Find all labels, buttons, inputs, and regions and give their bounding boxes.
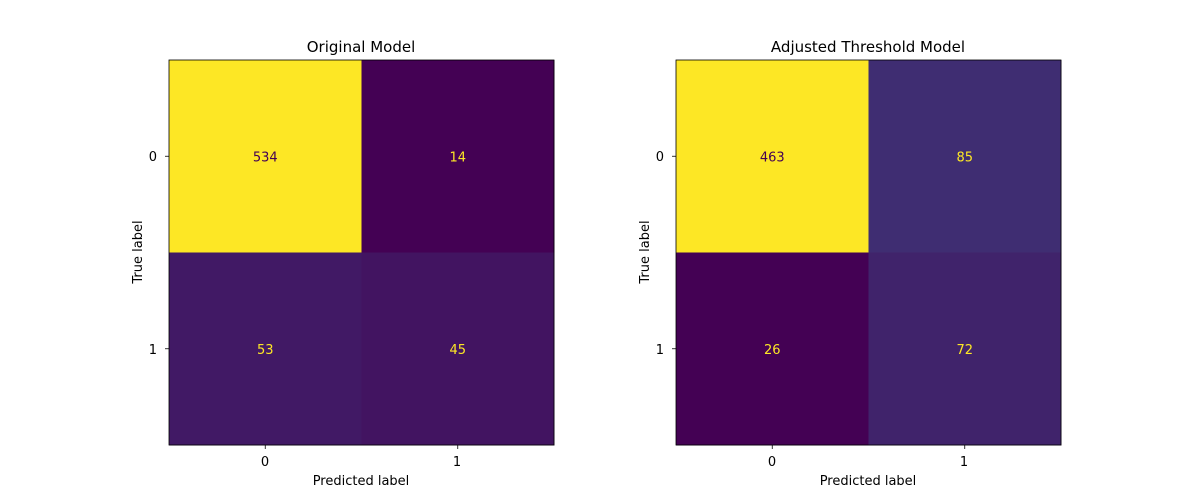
panel-original-model: 534 14 53 45 Original Model Predicted label… xyxy=(131,38,555,489)
cell-value-label: 72 xyxy=(956,343,973,358)
cell-value-label: 45 xyxy=(449,343,466,358)
x-tick-label: 1 xyxy=(960,455,968,470)
axes-frame xyxy=(675,59,1062,446)
y-tick-label: 0 xyxy=(149,150,157,165)
y-tick-label: 1 xyxy=(656,343,664,358)
heatmap-cell xyxy=(361,252,555,446)
x-tick-label: 0 xyxy=(261,455,269,470)
heatmap-cell xyxy=(868,252,1062,446)
cell-value-label: 53 xyxy=(257,343,274,358)
cell-value-label: 463 xyxy=(760,150,785,165)
y-tick-label: 0 xyxy=(656,150,664,165)
chart-title: Adjusted Threshold Model xyxy=(771,38,965,56)
chart-title: Original Model xyxy=(307,38,416,56)
heatmap-cell xyxy=(361,60,555,253)
cell-value-label: 14 xyxy=(449,150,466,165)
heatmap-cells: 463 85 26 72 xyxy=(676,60,1062,446)
y-tick-label: 1 xyxy=(149,343,157,358)
x-axis-label: Predicted label xyxy=(313,474,410,489)
heatmap-cells: 534 14 53 45 xyxy=(169,60,555,446)
panel-adjusted-threshold-model: 463 85 26 72 Adjusted Threshold Model Predi… xyxy=(638,38,1062,489)
heatmap-cell xyxy=(676,60,869,253)
axes-frame xyxy=(168,59,555,446)
heatmap-cell xyxy=(169,60,362,253)
cell-value-label: 85 xyxy=(956,150,973,165)
x-axis-label: Predicted label xyxy=(820,474,917,489)
cell-value-label: 534 xyxy=(253,150,278,165)
x-tick-label: 0 xyxy=(768,455,776,470)
cell-value-label: 26 xyxy=(764,343,781,358)
y-axis-label: True label xyxy=(131,220,146,284)
x-tick-label: 1 xyxy=(453,455,461,470)
y-axis-label: True label xyxy=(638,220,653,284)
heatmap-cell xyxy=(676,252,869,446)
heatmap-cell xyxy=(868,60,1062,253)
heatmap-cell xyxy=(169,252,362,446)
